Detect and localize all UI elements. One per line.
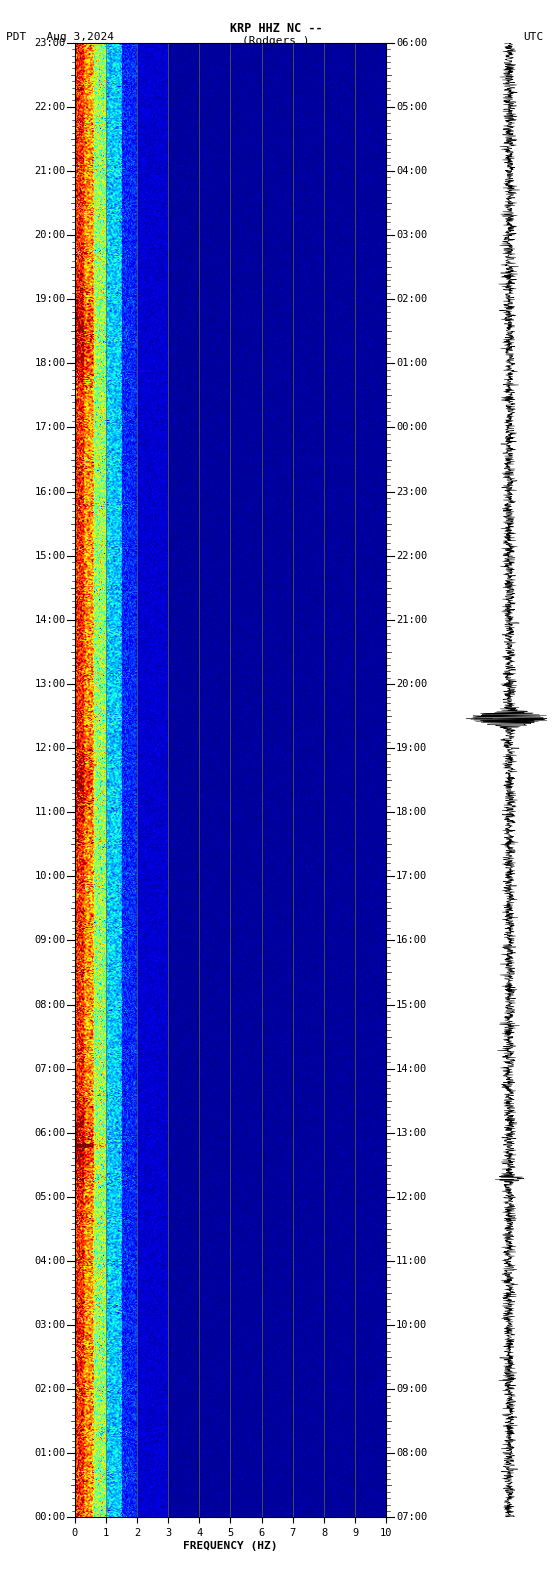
- Text: 09:00: 09:00: [34, 936, 66, 946]
- Text: 00:00: 00:00: [396, 423, 427, 432]
- Text: 22:00: 22:00: [396, 551, 427, 561]
- Text: 08:00: 08:00: [34, 1000, 66, 1009]
- Text: 06:00: 06:00: [396, 38, 427, 48]
- Text: 12:00: 12:00: [396, 1191, 427, 1202]
- Text: 07:00: 07:00: [396, 1513, 427, 1522]
- Text: 00:00: 00:00: [34, 1513, 66, 1522]
- Text: 07:00: 07:00: [34, 1063, 66, 1074]
- Text: 23:00: 23:00: [34, 38, 66, 48]
- Text: 15:00: 15:00: [396, 1000, 427, 1009]
- Text: UTC: UTC: [523, 32, 544, 41]
- Text: 01:00: 01:00: [34, 1448, 66, 1459]
- Text: 04:00: 04:00: [396, 166, 427, 176]
- Text: 14:00: 14:00: [34, 615, 66, 624]
- Text: 05:00: 05:00: [34, 1191, 66, 1202]
- Text: 19:00: 19:00: [396, 743, 427, 752]
- Text: 10:00: 10:00: [34, 871, 66, 881]
- Text: 01:00: 01:00: [396, 358, 427, 369]
- Text: 02:00: 02:00: [396, 295, 427, 304]
- Text: 18:00: 18:00: [396, 808, 427, 817]
- Text: PDT   Aug 3,2024: PDT Aug 3,2024: [6, 32, 114, 41]
- Text: 15:00: 15:00: [34, 551, 66, 561]
- Text: 21:00: 21:00: [34, 166, 66, 176]
- Text: 11:00: 11:00: [396, 1256, 427, 1266]
- Text: 21:00: 21:00: [396, 615, 427, 624]
- Text: 09:00: 09:00: [396, 1384, 427, 1394]
- Text: 16:00: 16:00: [34, 486, 66, 497]
- Text: KRP HHZ NC --: KRP HHZ NC --: [230, 22, 322, 35]
- Text: 22:00: 22:00: [34, 101, 66, 112]
- X-axis label: FREQUENCY (HZ): FREQUENCY (HZ): [183, 1541, 278, 1551]
- Text: 08:00: 08:00: [396, 1448, 427, 1459]
- Text: 16:00: 16:00: [396, 936, 427, 946]
- Text: 12:00: 12:00: [34, 743, 66, 752]
- Text: 03:00: 03:00: [34, 1319, 66, 1331]
- Text: 03:00: 03:00: [396, 230, 427, 241]
- Text: 10:00: 10:00: [396, 1319, 427, 1331]
- Text: 05:00: 05:00: [396, 101, 427, 112]
- Text: 06:00: 06:00: [34, 1128, 66, 1137]
- Text: 20:00: 20:00: [34, 230, 66, 241]
- Text: 20:00: 20:00: [396, 680, 427, 689]
- Text: 14:00: 14:00: [396, 1063, 427, 1074]
- Text: 13:00: 13:00: [396, 1128, 427, 1137]
- Text: 11:00: 11:00: [34, 808, 66, 817]
- Text: 18:00: 18:00: [34, 358, 66, 369]
- Text: (Rodgers ): (Rodgers ): [242, 36, 310, 46]
- Text: 17:00: 17:00: [34, 423, 66, 432]
- Text: 19:00: 19:00: [34, 295, 66, 304]
- Text: 23:00: 23:00: [396, 486, 427, 497]
- Text: 13:00: 13:00: [34, 680, 66, 689]
- Text: 17:00: 17:00: [396, 871, 427, 881]
- Text: 02:00: 02:00: [34, 1384, 66, 1394]
- Text: 04:00: 04:00: [34, 1256, 66, 1266]
